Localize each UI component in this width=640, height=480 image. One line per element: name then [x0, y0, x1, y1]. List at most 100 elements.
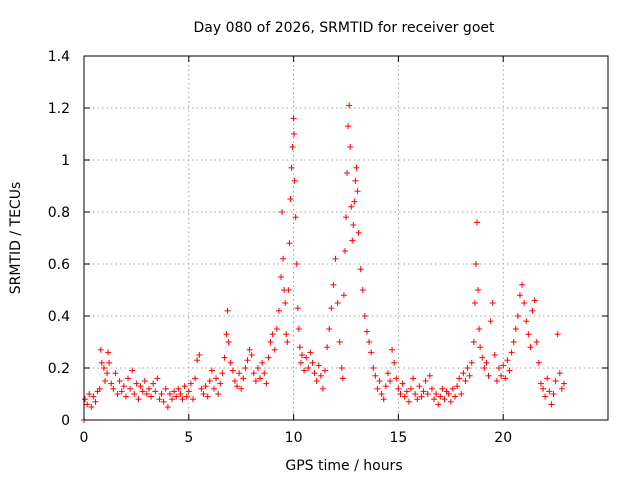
data-point: [206, 378, 213, 384]
data-point: [529, 307, 536, 314]
data-point: [108, 380, 115, 387]
x-tick-label: 10: [285, 430, 303, 446]
axis-ticks: 0 5 10 15 20 0 0.2 0.4 0.6 0.8 1 1.2 1.4: [48, 49, 608, 446]
data-point: [420, 388, 427, 395]
data-point: [447, 398, 454, 405]
data-point: [330, 281, 337, 288]
data-point: [451, 393, 458, 400]
data-point: [97, 346, 104, 353]
data-point: [531, 297, 538, 304]
data-point: [519, 281, 526, 288]
data-point: [114, 391, 121, 397]
data-point: [88, 404, 95, 410]
data-point: [291, 177, 298, 184]
data-point: [554, 331, 561, 338]
data-point: [462, 378, 469, 384]
y-tick-label: 0.6: [48, 257, 70, 273]
data-point: [350, 222, 357, 228]
x-tick-label: 5: [184, 430, 193, 446]
data-point: [217, 380, 224, 387]
data-point: [305, 365, 312, 371]
data-point: [177, 391, 184, 397]
data-point: [278, 274, 285, 280]
data-point: [376, 378, 383, 384]
data-point: [521, 300, 528, 306]
data-point: [162, 385, 169, 392]
data-point: [525, 331, 532, 338]
data-point: [357, 266, 364, 273]
data-point: [273, 326, 280, 332]
data-point: [261, 370, 268, 377]
data-point: [456, 375, 463, 382]
data-point: [284, 339, 291, 345]
data-point: [248, 352, 255, 358]
data-point: [481, 365, 488, 371]
data-point: [215, 391, 222, 397]
data-point: [372, 372, 379, 379]
x-axis-label: GPS time / hours: [285, 458, 402, 474]
data-point: [198, 385, 205, 392]
data-points: [81, 102, 567, 423]
data-point: [293, 261, 300, 267]
data-point: [445, 391, 452, 397]
data-point: [301, 367, 308, 374]
data-point: [344, 170, 351, 176]
data-point: [137, 383, 144, 390]
data-point: [512, 326, 519, 332]
data-point: [291, 131, 298, 137]
data-point: [424, 391, 431, 397]
data-point: [271, 346, 278, 353]
data-point: [221, 354, 228, 361]
data-point: [154, 375, 161, 382]
data-point: [540, 385, 547, 392]
data-point: [338, 365, 345, 371]
data-point: [133, 380, 140, 387]
data-point: [556, 370, 563, 377]
data-point: [295, 326, 302, 332]
data-point: [359, 287, 366, 293]
data-point: [127, 385, 134, 392]
data-point: [332, 255, 339, 262]
data-point: [435, 401, 442, 408]
data-point: [269, 331, 276, 338]
x-tick-label: 20: [494, 430, 512, 446]
y-tick-label: 0.2: [48, 361, 70, 377]
data-point: [393, 375, 400, 382]
data-point: [307, 349, 314, 356]
data-point: [548, 401, 555, 408]
data-point: [160, 398, 167, 405]
plot-frame: [83, 55, 609, 421]
data-point: [523, 318, 530, 325]
data-point: [169, 396, 176, 403]
data-point: [414, 396, 421, 403]
data-point: [352, 177, 359, 184]
data-point: [120, 383, 127, 390]
data-point: [171, 388, 178, 395]
data-point: [449, 385, 456, 392]
data-point: [439, 385, 446, 392]
data-point: [292, 214, 299, 221]
data-point: [279, 209, 286, 215]
data-point: [282, 300, 289, 306]
data-point: [464, 365, 471, 371]
y-tick-label: 1: [61, 153, 70, 169]
data-point: [437, 393, 444, 400]
data-point: [313, 378, 320, 384]
data-point: [280, 255, 287, 262]
data-point: [355, 229, 362, 236]
data-point: [179, 396, 186, 403]
data-point: [397, 391, 404, 397]
data-point: [287, 196, 294, 202]
data-point: [433, 391, 440, 397]
data-point: [125, 375, 132, 382]
data-point: [145, 385, 152, 392]
y-tick-label: 1.4: [48, 49, 70, 65]
data-point: [90, 393, 97, 400]
data-point: [96, 385, 103, 392]
data-point: [485, 372, 492, 379]
data-point: [166, 391, 173, 397]
x-tick-label: 15: [389, 430, 407, 446]
data-point: [100, 365, 107, 371]
data-point: [227, 359, 234, 366]
data-point: [194, 357, 201, 364]
